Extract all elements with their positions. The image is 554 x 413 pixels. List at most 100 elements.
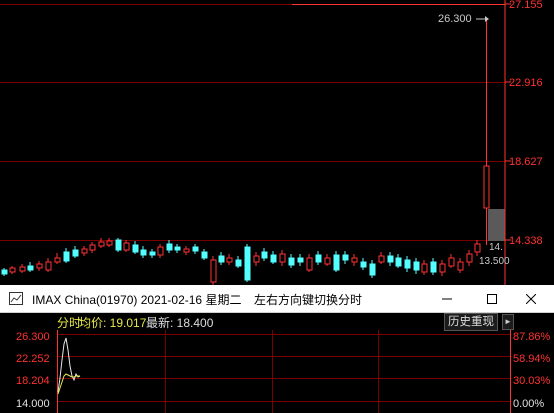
high-price-marker: 26.300 — [438, 13, 472, 25]
app-icon — [9, 292, 23, 305]
candle-body — [9, 267, 16, 273]
intraday-price-line — [57, 337, 81, 393]
candle-body — [378, 255, 385, 263]
latest-price: 最新: 18.400 — [146, 316, 214, 330]
candle-body — [333, 254, 340, 271]
right-axis-label: 30.03% — [513, 375, 551, 387]
candle-body — [395, 257, 402, 267]
candle-body — [244, 246, 251, 281]
candle-body — [106, 240, 113, 246]
price-label: 14.338 — [509, 235, 543, 247]
candle-body — [226, 257, 233, 263]
candle-body — [235, 259, 242, 267]
intraday-info-bar: 分时 均价: 19.017 最新: 18.400 — [0, 313, 554, 330]
candle-body — [72, 249, 79, 257]
left-axis-label: 14.000 — [16, 398, 50, 410]
average-price: 均价: 19.017 — [79, 316, 147, 330]
history-replay-button[interactable]: 历史重现 — [444, 313, 498, 331]
candle-body — [413, 261, 420, 271]
candle-body — [369, 263, 376, 276]
price-label: 22.916 — [509, 77, 543, 89]
popup-title: IMAX China(01970) 2021-02-16 星期二 — [32, 293, 242, 307]
price-label: 27.155 — [509, 0, 543, 11]
candle-body — [98, 241, 105, 247]
intraday-right-axis: 87.86% 58.94% 30.03% 0.00% — [513, 331, 551, 410]
candle-body — [421, 263, 428, 273]
candle-body — [360, 261, 367, 268]
right-axis-label: 87.86% — [513, 331, 551, 343]
current-candle-highlight — [488, 209, 505, 241]
candle-body — [166, 243, 173, 251]
intraday-gridlines — [57, 330, 511, 413]
candle-body — [123, 242, 130, 251]
candle-body — [89, 244, 96, 251]
right-axis-label: 0.00% — [513, 398, 544, 410]
candle-body — [19, 266, 26, 272]
candle-body — [54, 257, 61, 263]
popup-titlebar[interactable]: IMAX China(01970) 2021-02-16 星期二 左右方向键切换… — [0, 285, 554, 313]
candle-body — [279, 253, 286, 263]
candle-body — [210, 259, 217, 283]
candle-body — [218, 255, 225, 263]
right-axis-label: 58.94% — [513, 353, 551, 365]
candle-body — [174, 246, 181, 251]
left-axis-label: 26.300 — [16, 331, 50, 343]
close-button[interactable] — [508, 285, 554, 312]
candle-body — [81, 248, 88, 254]
minimize-button[interactable] — [424, 285, 470, 312]
candle-body — [261, 251, 268, 259]
candlestick-chart[interactable]: 27.155 22.916 18.627 14.338 26.300 14. 1… — [0, 0, 554, 285]
candle-body — [439, 263, 446, 273]
candle-body — [474, 243, 481, 253]
candle-body — [1, 269, 8, 275]
chevron-right-icon: ► — [504, 317, 512, 326]
candle-body — [63, 251, 70, 262]
price-axis: 27.155 22.916 18.627 14.338 — [505, 0, 543, 247]
candlesticks — [1, 19, 505, 285]
candle-body — [192, 246, 199, 252]
candle-body — [404, 259, 411, 269]
candle-body — [27, 265, 34, 271]
popup-hint: 左右方向键切换分时 — [254, 293, 363, 307]
candle-body — [324, 257, 331, 265]
low-price-label: 13.500 — [479, 256, 510, 267]
intraday-label: 分时 — [57, 316, 82, 330]
candle-body — [351, 257, 358, 263]
candle-body — [149, 251, 156, 256]
last-price-label: 14. — [489, 242, 503, 253]
history-dropdown-button[interactable]: ► — [502, 314, 514, 330]
high-marker-arrow-head — [485, 16, 489, 22]
intraday-average-line — [57, 373, 80, 395]
close-icon — [526, 293, 536, 304]
intraday-left-axis: 26.300 22.252 18.204 14.000 — [16, 331, 50, 410]
candle-body — [342, 254, 349, 261]
minimize-icon — [442, 298, 452, 299]
price-label: 18.627 — [509, 156, 543, 168]
candle-body — [253, 255, 260, 263]
chart-gridlines — [0, 4, 505, 241]
candle-body — [466, 253, 473, 263]
candle-body — [115, 239, 122, 251]
candle-body — [140, 249, 147, 256]
maximize-icon — [487, 293, 497, 304]
candle-body — [430, 261, 437, 273]
intraday-chart[interactable]: 26.300 22.252 18.204 14.000 87.86% 58.94… — [0, 330, 554, 413]
candle-body — [36, 263, 43, 269]
candle-body — [387, 255, 394, 263]
spike-candle-body — [483, 165, 490, 209]
left-axis-label: 18.204 — [16, 375, 50, 387]
candle-body — [315, 254, 322, 263]
candle-body — [132, 244, 139, 253]
candle-body — [448, 257, 455, 267]
candle-body — [297, 257, 304, 263]
candle-body — [201, 251, 208, 259]
candle-body — [157, 246, 164, 256]
intraday-popup-window[interactable]: IMAX China(01970) 2021-02-16 星期二 左右方向键切换… — [0, 285, 554, 413]
candle-body — [306, 257, 313, 271]
maximize-button[interactable] — [469, 285, 515, 312]
candle-body — [457, 261, 464, 271]
candle-body — [45, 261, 52, 271]
candle-body — [288, 257, 295, 266]
candle-body — [270, 254, 277, 263]
candle-body — [183, 248, 190, 253]
